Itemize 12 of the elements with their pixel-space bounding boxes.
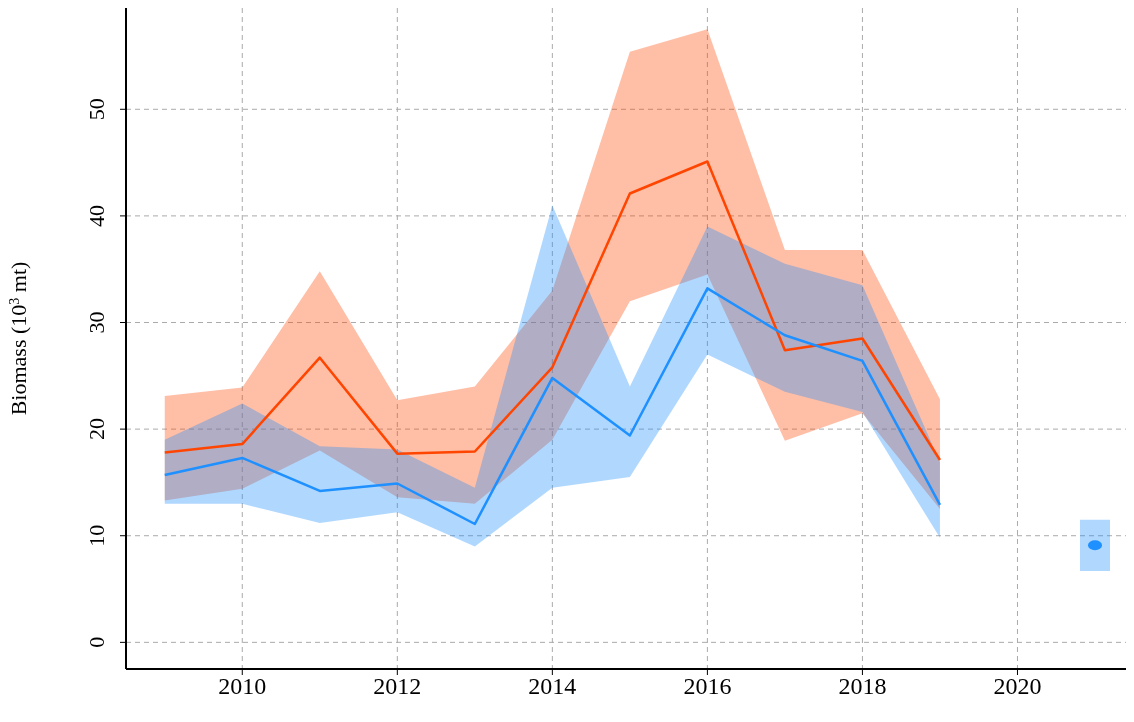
y-tick-label: 20 [84, 418, 109, 441]
y-tick-label: 10 [84, 524, 109, 547]
x-tick-label: 2020 [993, 673, 1042, 700]
x-tick-label: 2016 [683, 673, 732, 700]
x-tick-label: 2010 [218, 673, 267, 700]
x-tick-label: 2018 [838, 673, 887, 700]
y-tick-label: 50 [84, 98, 109, 121]
y-tick-label: 30 [84, 311, 109, 334]
y-tick-label: 40 [84, 204, 109, 227]
y-tick-label: 0 [84, 636, 109, 648]
x-tick-label: 2012 [373, 673, 422, 700]
x-tick-label: 2014 [528, 673, 577, 700]
